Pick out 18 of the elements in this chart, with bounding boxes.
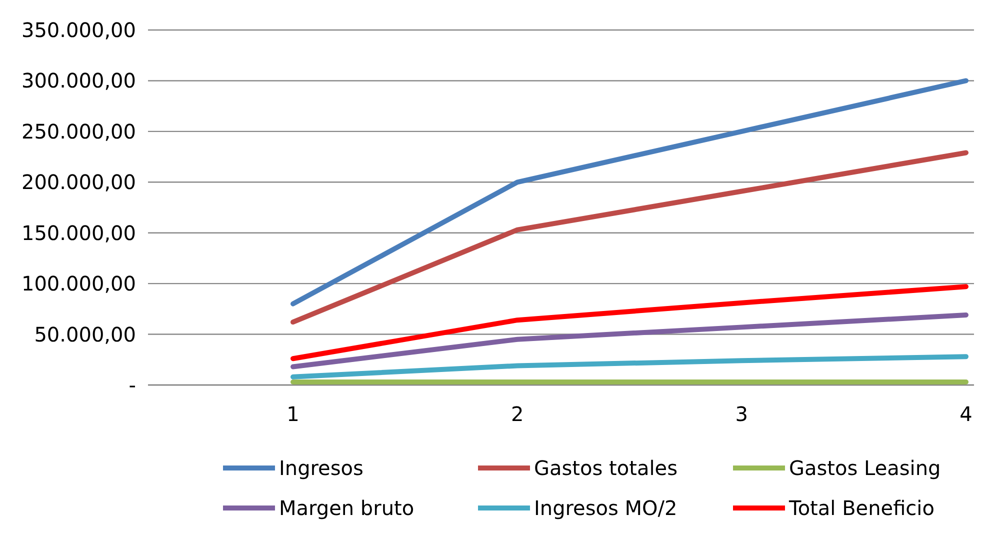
- legend-label: Gastos totales: [534, 456, 678, 480]
- legend-label: Ingresos: [279, 456, 364, 480]
- y-tick-label: 150.000,00: [21, 220, 136, 245]
- y-tick-label: 250.000,00: [21, 119, 136, 144]
- x-tick-label: 1: [286, 402, 300, 426]
- legend-label: Total Beneficio: [788, 496, 934, 520]
- y-tick-label: 50.000,00: [34, 322, 136, 346]
- y-tick-label: 300.000,00: [21, 68, 136, 93]
- x-tick-label: 4: [960, 402, 972, 426]
- y-tick-label: 350.000,00: [21, 18, 136, 42]
- legend-label: Margen bruto: [279, 496, 414, 520]
- y-tick-label: 100.000,00: [21, 272, 136, 296]
- y-tick-label: -: [128, 373, 136, 397]
- legend-label: Ingresos MO/2: [534, 496, 678, 520]
- legend-label: Gastos Leasing: [789, 456, 941, 480]
- x-tick-label: 3: [735, 402, 748, 426]
- x-tick-label: 2: [510, 402, 524, 426]
- y-tick-label: 200.000,00: [21, 170, 136, 194]
